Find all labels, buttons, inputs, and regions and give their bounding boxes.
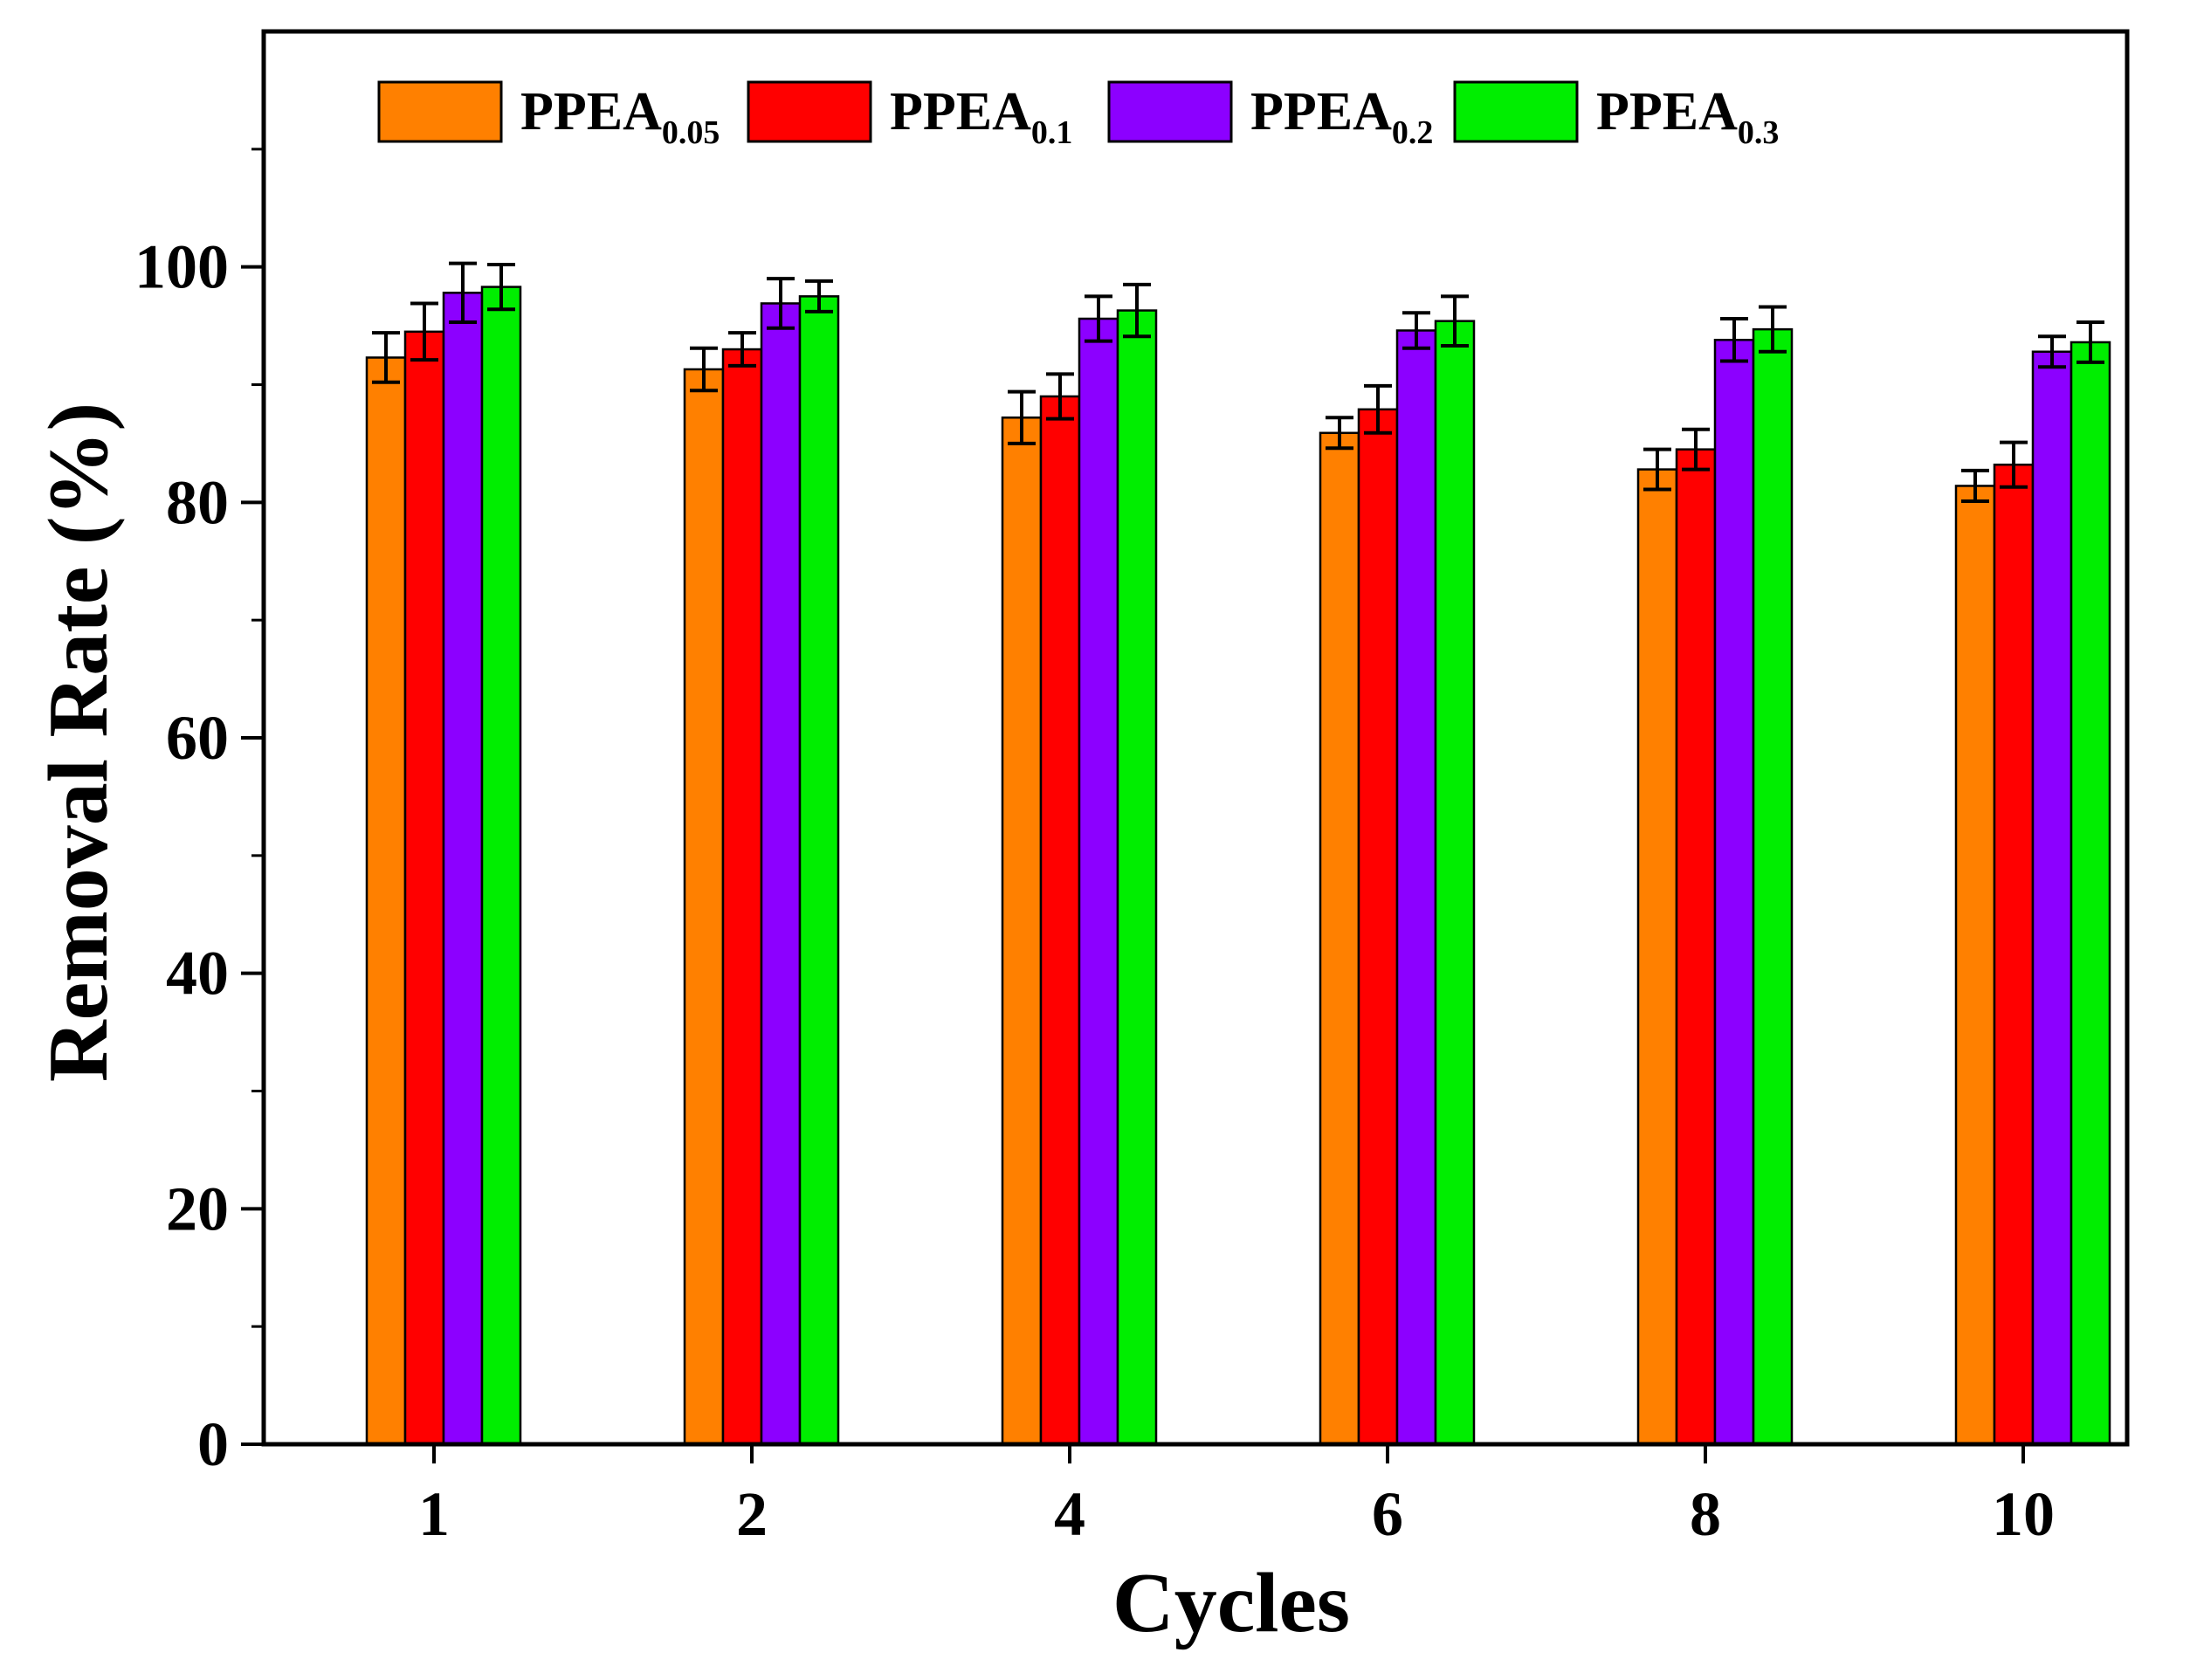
x-tick-label-4: 4: [1054, 1479, 1085, 1549]
bar-0.05-cycle-6: [1319, 431, 1360, 1446]
bar-0.2-cycle-8: [1713, 339, 1755, 1446]
x-tick-label-2: 2: [736, 1479, 768, 1549]
bar-0.1-cycle-2: [721, 348, 763, 1446]
bar-0.2-cycle-10: [2031, 350, 2073, 1446]
bar-0.3-cycle-2: [798, 295, 840, 1446]
legend-label-0.1: PPEA0.1: [890, 82, 1072, 151]
x-tick-label-6: 6: [1372, 1479, 1403, 1549]
x-tick-label-10: 10: [1992, 1479, 2055, 1549]
bar-0.05-cycle-2: [683, 368, 725, 1446]
bar-0.05-cycle-8: [1636, 468, 1678, 1446]
legend-swatch-0.05: [377, 80, 503, 143]
y-axis-title: Removal Rate (%): [31, 403, 126, 1082]
bar-0.1-cycle-10: [1993, 463, 2035, 1446]
bar-0.05-cycle-4: [1001, 417, 1043, 1446]
bar-0.2-cycle-4: [1078, 317, 1119, 1446]
y-tick-label-100: 100: [134, 232, 229, 302]
y-axis: 0 20 40 60 80 100: [134, 148, 264, 1479]
bar-0.2-cycle-1: [442, 292, 484, 1446]
x-tick-label-8: 8: [1690, 1479, 1721, 1549]
legend-label-0.2: PPEA0.2: [1250, 82, 1433, 151]
x-axis-title: Cycles: [1112, 1556, 1350, 1650]
y-tick-label-40: 40: [166, 939, 229, 1009]
bar-0.2-cycle-2: [760, 302, 802, 1446]
legend: PPEA0.05 PPEA0.1 PPEA0.2 PPEA0.3: [377, 80, 1779, 151]
bar-0.3-cycle-4: [1116, 309, 1158, 1446]
bar-0.1-cycle-1: [403, 330, 445, 1446]
bars-layer: [365, 286, 2111, 1446]
legend-swatch-0.3: [1453, 80, 1579, 143]
legend-label-0.05: PPEA0.05: [520, 82, 720, 151]
error-bars-layer: [372, 261, 2104, 503]
y-tick-label-60: 60: [166, 703, 229, 773]
bar-0.3-cycle-6: [1434, 320, 1476, 1446]
legend-swatch-0.1: [747, 80, 872, 143]
plot-frame: [261, 29, 2130, 1447]
bar-0.3-cycle-10: [2070, 341, 2111, 1446]
bar-0.1-cycle-4: [1039, 395, 1081, 1446]
legend-label-0.3: PPEA0.3: [1596, 82, 1779, 151]
bar-0.05-cycle-1: [365, 356, 407, 1446]
bar-0.3-cycle-1: [480, 286, 522, 1446]
bar-0.05-cycle-10: [1954, 485, 1996, 1446]
x-tick-label-1: 1: [418, 1479, 450, 1549]
x-axis: 1 2 4 6 8 10: [418, 1444, 2055, 1549]
y-tick-label-0: 0: [197, 1409, 229, 1479]
y-tick-label-20: 20: [166, 1174, 229, 1243]
bar-0.1-cycle-8: [1675, 448, 1717, 1446]
bar-0.3-cycle-8: [1752, 327, 1794, 1446]
legend-swatch-0.2: [1107, 80, 1233, 143]
y-tick-label-80: 80: [166, 467, 229, 537]
bar-0.2-cycle-6: [1395, 329, 1437, 1446]
bar-0.1-cycle-6: [1357, 408, 1399, 1446]
